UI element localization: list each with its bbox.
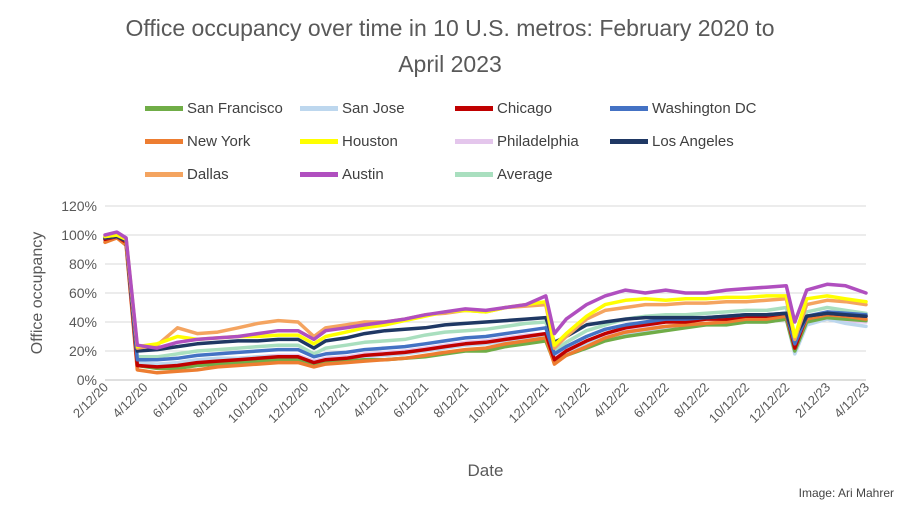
x-tick-label: 4/12/23 [831, 380, 872, 421]
x-tick-label: 12/12/21 [506, 380, 552, 426]
series-line-san-francisco [103, 234, 868, 371]
x-tick-label: 4/12/20 [109, 380, 150, 421]
legend-item-austin: Austin [300, 162, 455, 186]
series-line-dallas [103, 233, 868, 350]
legend-swatch [145, 138, 183, 144]
legend-swatch [610, 138, 648, 144]
legend-item-los-angeles: Los Angeles [610, 129, 795, 153]
legend-swatch [455, 105, 493, 111]
series-line-austin [103, 230, 868, 350]
y-tick-label: 40% [69, 314, 97, 330]
legend-label: Chicago [497, 99, 553, 117]
x-tick-label: 6/12/20 [150, 380, 191, 421]
x-tick-label: 2/12/22 [551, 380, 592, 421]
legend-label: Average [497, 165, 553, 183]
x-tick-label: 6/12/21 [390, 380, 431, 421]
legend-label: Los Angeles [652, 132, 734, 150]
legend-swatch [145, 171, 183, 177]
y-tick-label: 120% [61, 198, 97, 214]
legend-label: San Francisco [187, 99, 283, 117]
legend-label: Houston [342, 132, 398, 150]
legend-item-new-york: New York [145, 129, 300, 153]
chart-title: Office occupancy over time in 10 U.S. me… [0, 10, 900, 82]
x-tick-label: 10/12/22 [706, 380, 752, 426]
legend-item-san-francisco: San Francisco [145, 96, 300, 120]
legend-item-philadelphia: Philadelphia [455, 129, 610, 153]
x-tick-label: 2/12/21 [311, 380, 352, 421]
legend-item-houston: Houston [300, 129, 455, 153]
x-tick-label: 6/12/22 [631, 380, 672, 421]
legend-label: New York [187, 132, 251, 150]
chart-title-line-1: Office occupancy over time in 10 U.S. me… [125, 15, 775, 41]
x-tick-label: 10/12/21 [465, 380, 511, 426]
x-tick-label: 4/12/22 [590, 380, 631, 421]
y-tick-label: 80% [69, 256, 97, 272]
chart-legend: San Francisco San Jose Chicago Washington D… [145, 96, 795, 186]
x-tick-label: 4/12/21 [350, 380, 391, 421]
series-line-los-angeles [103, 234, 868, 353]
legend-swatch [455, 171, 493, 177]
legend-swatch [300, 138, 338, 144]
series-line-average [103, 234, 868, 359]
legend-swatch [300, 105, 338, 111]
y-tick-label: 0% [77, 372, 97, 388]
x-tick-label: 12/12/22 [746, 380, 792, 426]
legend-swatch [455, 138, 493, 144]
legend-item-average: Average [455, 162, 610, 186]
x-tick-label: 2/12/23 [792, 380, 833, 421]
x-tick-label: 10/12/20 [225, 380, 271, 426]
legend-label: Washington DC [652, 99, 757, 117]
chart-title-line-2: April 2023 [398, 51, 502, 77]
y-axis-title: Office occupancy [29, 232, 46, 354]
image-credit: Image: Ari Mahrer [798, 486, 894, 500]
y-tick-label: 100% [61, 227, 97, 243]
legend-item-dallas: Dallas [145, 162, 300, 186]
legend-swatch [145, 105, 183, 111]
x-axis-title: Date [468, 461, 504, 480]
legend-item-washington-dc: Washington DC [610, 96, 795, 120]
y-tick-label: 20% [69, 343, 97, 359]
legend-label: San Jose [342, 99, 405, 117]
legend-label: Philadelphia [497, 132, 579, 150]
y-tick-label: 60% [69, 285, 97, 301]
legend-label: Austin [342, 165, 384, 183]
legend-swatch [610, 105, 648, 111]
legend-label: Dallas [187, 165, 229, 183]
legend-item-san-jose: San Jose [300, 96, 455, 120]
x-tick-label: 12/12/20 [265, 380, 311, 426]
legend-item-chicago: Chicago [455, 96, 610, 120]
series-line-new-york [103, 236, 868, 375]
legend-swatch [300, 171, 338, 177]
